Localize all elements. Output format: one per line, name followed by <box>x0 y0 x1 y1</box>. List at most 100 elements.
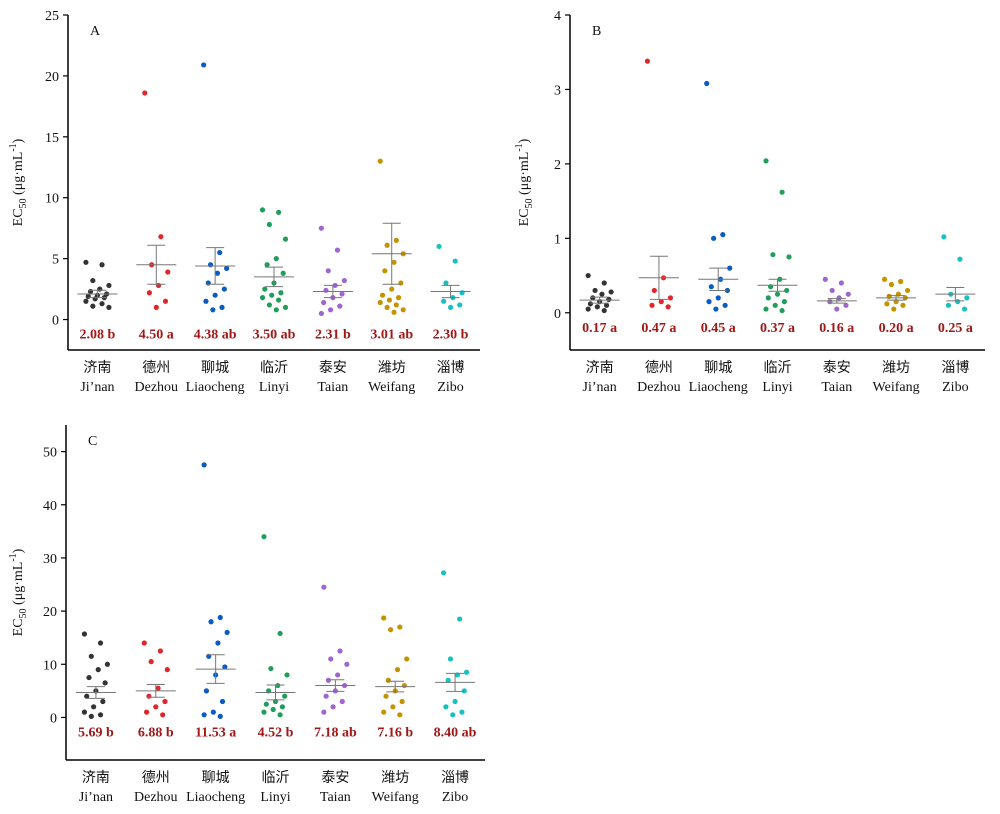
data-point <box>391 309 397 315</box>
y-label-main: EC <box>11 208 26 226</box>
data-point <box>328 656 334 662</box>
data-point <box>321 709 327 715</box>
data-point <box>143 709 150 715</box>
data-point <box>715 295 721 301</box>
category-label: Linyi <box>259 380 289 395</box>
data-point <box>339 698 345 705</box>
data-point <box>277 630 283 637</box>
data-point <box>97 712 104 718</box>
group-annotation: 11.53 a <box>195 725 236 740</box>
data-point <box>381 709 387 715</box>
category-label: 德州 <box>645 360 673 376</box>
data-point <box>157 648 163 654</box>
data-point <box>282 304 289 310</box>
data-point <box>203 688 210 694</box>
data-point <box>325 268 331 274</box>
data-point <box>457 616 463 622</box>
category-label: 临沂 <box>262 770 290 786</box>
data-point <box>259 207 266 213</box>
group-annotation: 4.38 ab <box>194 328 237 343</box>
category-label: Zibo <box>442 790 468 805</box>
y-tick-label: 10 <box>45 192 59 207</box>
data-point <box>720 232 726 238</box>
y-axis-label: EC50 (μg·mL-1) <box>8 138 29 226</box>
category-label: 济南 <box>82 770 110 786</box>
data-point <box>217 614 223 621</box>
data-point <box>436 243 442 250</box>
category-label: 济南 <box>586 360 614 376</box>
data-point <box>268 665 274 672</box>
y-tick-label: 50 <box>43 446 57 461</box>
data-point <box>146 290 152 296</box>
category-label: 潍坊 <box>882 360 910 376</box>
data-point <box>148 659 154 665</box>
data-point <box>884 301 890 307</box>
data-point <box>207 262 214 268</box>
data-point <box>217 249 223 256</box>
data-point <box>141 640 147 646</box>
category-label: Taian <box>320 790 351 805</box>
data-point <box>201 712 207 718</box>
group-annotation: 7.16 b <box>377 725 413 740</box>
panel-label: A <box>90 24 101 39</box>
data-point <box>341 277 347 284</box>
data-point <box>155 685 161 691</box>
y-axis-label: EC50 (μg·mL-1) <box>8 548 29 636</box>
data-point <box>704 80 710 87</box>
data-point <box>964 295 970 301</box>
data-point <box>394 667 401 673</box>
data-point <box>88 713 94 719</box>
data-point <box>83 298 89 304</box>
data-point <box>401 682 408 689</box>
category-label: 临沂 <box>260 360 288 376</box>
data-point <box>261 709 267 715</box>
category-label: 淄博 <box>437 359 465 376</box>
data-point <box>900 302 906 308</box>
data-point <box>784 287 790 294</box>
data-point <box>399 698 405 705</box>
data-point <box>100 698 106 705</box>
data-point <box>779 189 785 195</box>
data-point <box>215 640 221 646</box>
y-label-main: EC <box>11 618 26 636</box>
y-label-main: EC <box>517 208 532 226</box>
data-point <box>397 712 403 718</box>
y-label-sup: -1 <box>514 143 525 151</box>
data-point <box>779 307 785 314</box>
data-point <box>461 688 467 694</box>
data-point <box>603 302 610 308</box>
data-point <box>162 698 168 705</box>
group-annotation: 2.31 b <box>315 328 351 343</box>
data-point <box>165 269 171 275</box>
data-point <box>452 698 458 705</box>
group-annotation: 7.18 ab <box>314 725 357 740</box>
data-point <box>279 704 285 710</box>
data-point <box>459 290 465 296</box>
y-label-sub: 50 <box>18 198 29 208</box>
data-point <box>278 290 284 296</box>
y-label-sup: -1 <box>8 553 19 561</box>
data-point <box>601 307 607 314</box>
data-point <box>443 704 449 710</box>
data-point <box>327 307 334 313</box>
y-tick-label: 25 <box>45 9 59 24</box>
data-point <box>765 295 771 301</box>
group-annotation: 0.45 a <box>701 321 736 336</box>
data-point <box>904 287 911 294</box>
data-point <box>276 297 282 303</box>
data-point <box>658 299 664 305</box>
data-point <box>142 90 148 96</box>
category-label: 聊城 <box>201 360 229 376</box>
data-point <box>81 631 88 637</box>
data-point <box>834 306 840 312</box>
data-point <box>90 277 96 284</box>
data-point <box>88 653 94 659</box>
data-point <box>390 704 396 710</box>
data-point <box>97 640 104 646</box>
data-point <box>445 677 451 683</box>
data-point <box>321 299 327 306</box>
data-point <box>396 295 402 301</box>
group-annotation: 0.17 a <box>582 321 617 336</box>
group-annotation: 0.37 a <box>760 321 795 336</box>
data-point <box>644 58 651 64</box>
